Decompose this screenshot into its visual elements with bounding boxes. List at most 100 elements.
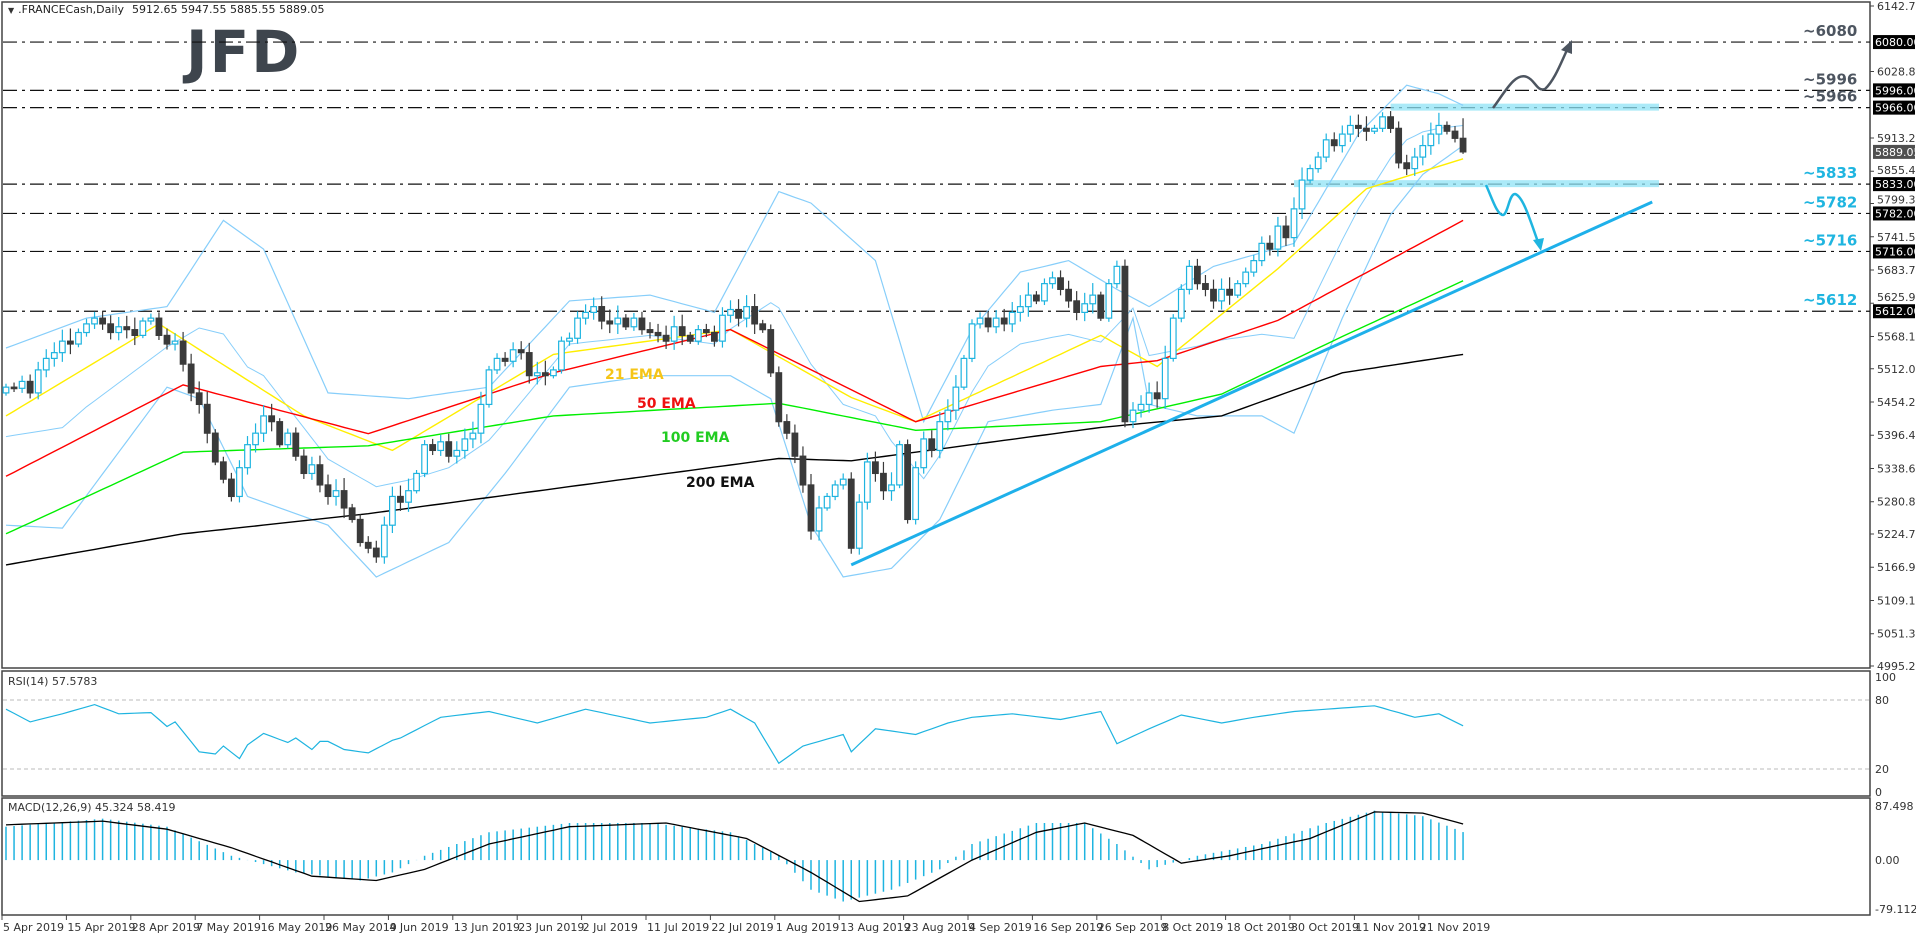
candle-body: [992, 317, 1000, 328]
candle-body: [1202, 283, 1209, 290]
candle: [1363, 116, 1370, 141]
candle-body: [1314, 156, 1322, 170]
candle-body: [904, 444, 911, 521]
candle-body: [952, 386, 960, 411]
candle: [469, 421, 477, 449]
date-tick-label: 1 Aug 2019: [776, 921, 839, 934]
candle-body: [445, 441, 453, 457]
rsi-tick-label: 80: [1875, 694, 1889, 707]
level-label: ~5612: [1803, 291, 1857, 309]
level-price-box: [1873, 304, 1915, 319]
candle: [10, 382, 18, 392]
candle: [566, 332, 573, 346]
date-tick-label: 13 Jun 2019: [454, 921, 520, 934]
candle: [445, 433, 453, 463]
candle: [75, 328, 82, 348]
ema-200-label: 200 EMA: [686, 475, 755, 491]
candle-body: [1137, 403, 1145, 411]
trendline[interactable]: [850, 200, 1653, 567]
candle: [558, 336, 565, 374]
candle: [863, 452, 871, 510]
candle-body: [308, 464, 316, 475]
candle: [936, 411, 944, 459]
level-label: ~5833: [1803, 164, 1857, 182]
candle-body: [421, 444, 428, 475]
candle-body: [284, 432, 292, 446]
current-price-box: [1873, 144, 1915, 159]
date-tick-label: 30 Oct 2019: [1291, 921, 1359, 934]
candle: [960, 354, 968, 390]
level-label: ~5782: [1803, 193, 1857, 211]
level-price-label: 5716.00: [1875, 245, 1916, 258]
candle: [1290, 197, 1298, 247]
candle: [1242, 267, 1250, 288]
candle-body: [34, 369, 42, 394]
candle: [1153, 381, 1161, 408]
date-tick-label: 22 Jul 2019: [711, 921, 773, 934]
level-price-box: [1873, 177, 1915, 192]
price-tick-label: 5280.80: [1877, 496, 1916, 509]
date-tick-label: 11 Nov 2019: [1355, 921, 1425, 934]
level-price-label: 5966.00: [1875, 102, 1916, 115]
candle-body: [1097, 294, 1105, 319]
candle: [952, 375, 960, 420]
candle: [783, 414, 791, 440]
price-tick-label: 5512.00: [1877, 363, 1916, 376]
candle: [1274, 216, 1282, 257]
rsi-label: RSI(14) 57.5783: [8, 675, 97, 688]
candle-body: [75, 331, 82, 345]
candle-body: [155, 317, 163, 336]
candle-body: [10, 386, 18, 390]
candle-body: [847, 478, 855, 549]
candle-body: [58, 340, 66, 354]
candle: [1427, 122, 1435, 155]
level-price-box: [1873, 100, 1915, 115]
moving-averages: [5, 158, 1464, 566]
candle: [324, 474, 332, 505]
candle: [50, 342, 58, 367]
candle-body: [1346, 124, 1354, 135]
candle-body: [179, 340, 187, 365]
candle: [815, 495, 823, 541]
candle-body: [880, 472, 887, 492]
candle: [1081, 292, 1089, 322]
candle-body: [380, 524, 388, 558]
candle-body: [1008, 311, 1016, 325]
bollinger-upper: [5, 84, 1464, 424]
rsi-line: [5, 703, 1464, 765]
candle-body: [662, 334, 670, 342]
candle-body: [1371, 127, 1378, 132]
candle: [163, 328, 171, 350]
candle-body: [1330, 139, 1338, 147]
candle: [606, 309, 614, 334]
candle: [485, 365, 493, 408]
candle-body: [727, 308, 734, 316]
candle: [131, 317, 139, 346]
macd-signal-line: [5, 811, 1464, 903]
candle-body: [1121, 265, 1129, 423]
candle: [228, 472, 235, 502]
candle-body: [437, 441, 445, 452]
candle: [944, 399, 952, 431]
candle: [244, 436, 251, 475]
candle: [1218, 278, 1225, 310]
candle-body: [203, 403, 211, 434]
dropdown-triangle-icon[interactable]: ▼: [8, 6, 15, 15]
candle: [1258, 236, 1266, 267]
price-tick-label: 6142.70: [1877, 0, 1916, 13]
candle: [477, 391, 485, 444]
candle-body: [646, 329, 654, 334]
candle: [831, 480, 839, 501]
candle: [1113, 260, 1121, 289]
candle: [171, 333, 179, 351]
candle: [380, 516, 388, 564]
candle: [662, 325, 670, 349]
candle-body: [83, 323, 90, 334]
candle-body: [493, 357, 501, 371]
candle: [1210, 279, 1217, 309]
candle: [1435, 112, 1443, 145]
candle: [549, 366, 557, 379]
candle-body: [1161, 357, 1169, 400]
